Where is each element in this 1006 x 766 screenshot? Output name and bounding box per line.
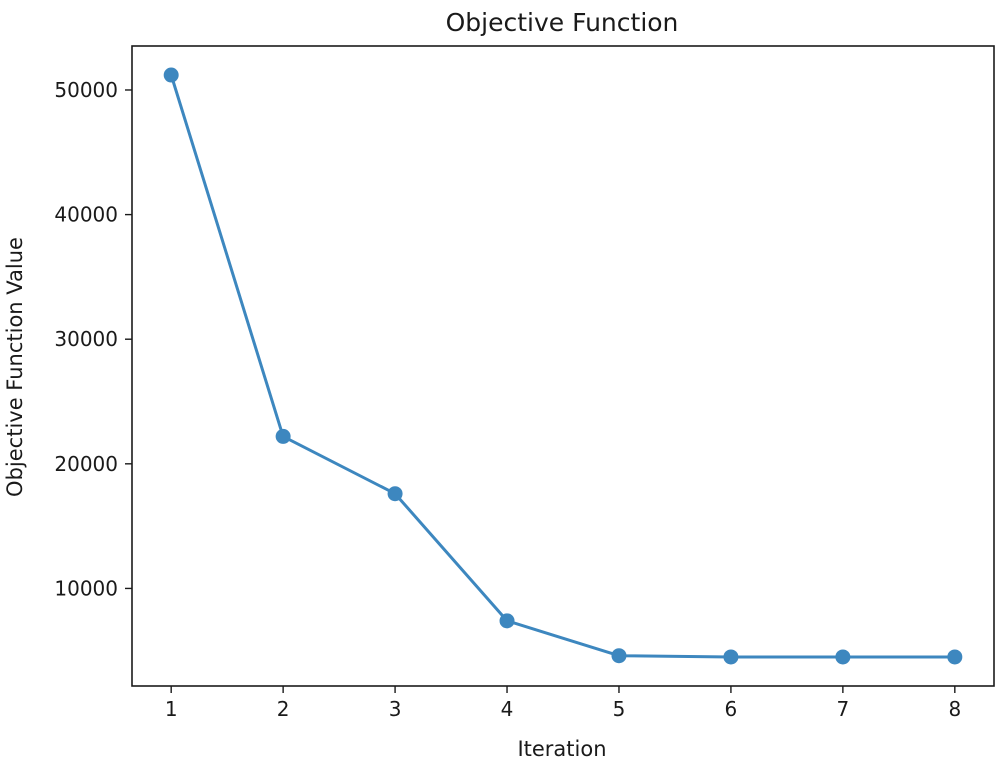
y-tick-label: 30000 bbox=[54, 327, 118, 351]
data-point-3 bbox=[387, 486, 403, 502]
x-tick-label: 5 bbox=[613, 697, 626, 721]
chart-title: Objective Function bbox=[446, 8, 679, 37]
y-tick-label: 40000 bbox=[54, 203, 118, 227]
plot-area: 1 2 3 4 5 6 7 8 10000 20000 30000 40000 50000 bbox=[54, 45, 995, 721]
x-tick-label: 4 bbox=[501, 697, 514, 721]
x-tick-label: 1 bbox=[165, 697, 178, 721]
data-point-7 bbox=[835, 649, 851, 665]
data-point-5 bbox=[611, 648, 627, 664]
y-tick-label: 10000 bbox=[54, 576, 118, 600]
y-tick-label: 20000 bbox=[54, 452, 118, 476]
data-point-1 bbox=[163, 67, 179, 83]
data-point-4 bbox=[499, 613, 515, 629]
y-axis-label-group: Objective Function Value bbox=[3, 237, 27, 497]
data-point-6 bbox=[723, 649, 739, 665]
plot-frame bbox=[131, 45, 995, 687]
x-tick-label: 2 bbox=[277, 697, 290, 721]
y-axis-label: Objective Function Value bbox=[3, 237, 27, 497]
x-tick-label: 7 bbox=[837, 697, 850, 721]
x-axis-label: Iteration bbox=[517, 737, 606, 761]
x-tick-label: 3 bbox=[389, 697, 402, 721]
y-tick-label: 50000 bbox=[54, 78, 118, 102]
x-tick-label: 6 bbox=[725, 697, 738, 721]
series-line bbox=[169, 73, 957, 659]
data-point-2 bbox=[275, 428, 291, 444]
x-tick-label: 8 bbox=[948, 697, 961, 721]
data-point-8 bbox=[947, 649, 963, 665]
